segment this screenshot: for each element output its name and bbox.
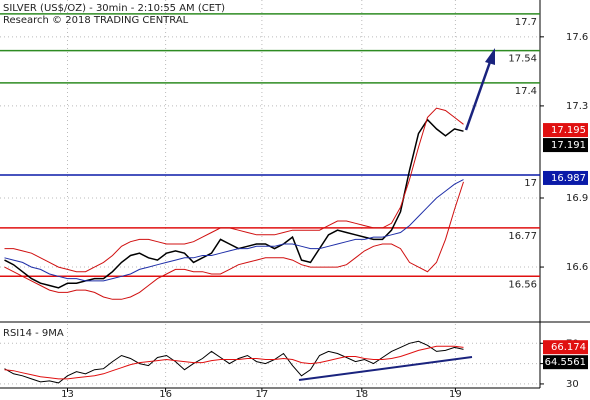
price-box [543, 123, 588, 138]
y-tick-label: 17.6 [566, 32, 588, 43]
x-tick-label: 18 [355, 389, 368, 400]
chart-title: SILVER (US$/OZ) - 30min - 2:10:55 AM (CE… [3, 3, 225, 14]
level-label: 16.56 [508, 279, 537, 290]
price-box-label: 64.5561 [545, 357, 586, 368]
chart-subtitle: Research © 2018 TRADING CENTRAL [3, 15, 189, 26]
level-label: 17.54 [508, 54, 537, 65]
y-tick-label: 16.6 [566, 262, 588, 273]
price-box-label: 66.174 [551, 342, 586, 353]
x-tick-label: 16 [159, 389, 172, 400]
rsi-title: RSI14 - 9MA [3, 328, 64, 339]
price-line [4, 118, 464, 289]
arrow-head [485, 48, 495, 65]
trend-line [298, 356, 473, 381]
y-tick-label: 16.9 [566, 193, 588, 204]
x-tick-label: 13 [61, 389, 74, 400]
price-box [543, 355, 588, 370]
level-label: 17.4 [515, 86, 537, 97]
level-label: 16.77 [508, 231, 537, 242]
level-label: 17.7 [515, 17, 537, 28]
rsi-ma-line [4, 345, 464, 380]
forecast-arrow [464, 61, 492, 131]
price-box-label: 16.987 [551, 173, 586, 184]
price-box-label: 17.191 [551, 140, 586, 151]
x-tick-label: 19 [449, 389, 462, 400]
y-tick-label: 17.3 [566, 101, 588, 112]
price-box-label: 17.195 [551, 125, 586, 136]
moving-average [4, 179, 464, 282]
price-box [543, 170, 588, 185]
price-box [543, 138, 588, 153]
rsi-line [4, 340, 464, 384]
price-box [543, 340, 588, 355]
y-tick-label: 30 [566, 379, 579, 390]
x-tick-label: 17 [256, 389, 269, 400]
bollinger-band [4, 181, 464, 300]
bollinger-band [4, 107, 464, 273]
level-label: 17 [524, 178, 537, 189]
